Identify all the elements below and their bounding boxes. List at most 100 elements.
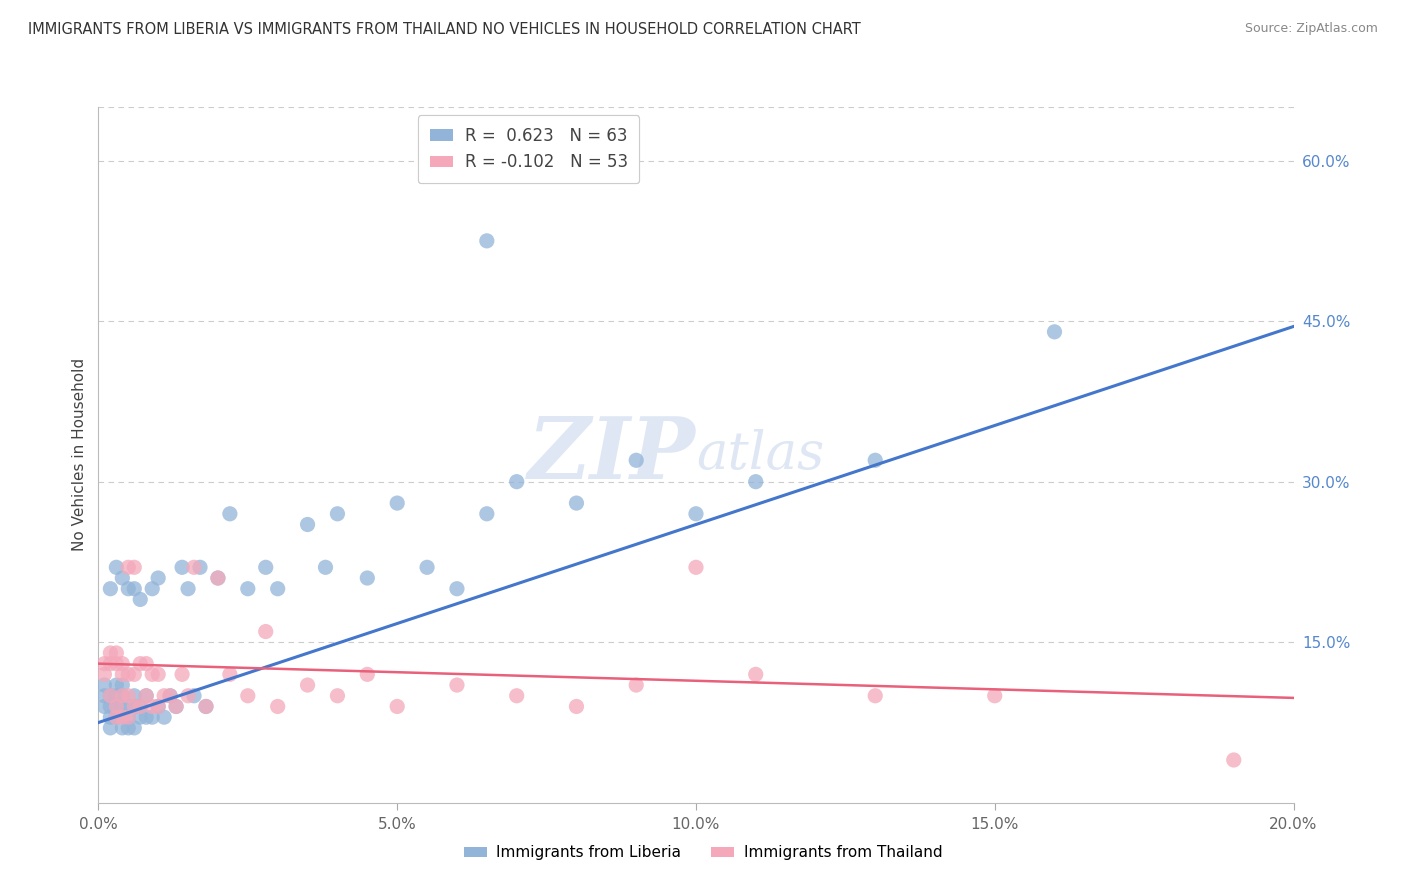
Point	[100, 710, 122, 724]
Point	[315, 560, 337, 574]
Point	[117, 710, 139, 724]
Point	[183, 560, 205, 574]
Point	[105, 678, 128, 692]
Point	[416, 560, 439, 574]
Text: atlas: atlas	[696, 429, 824, 481]
Point	[177, 582, 200, 596]
Point	[1223, 753, 1246, 767]
Point	[124, 721, 146, 735]
Point	[172, 560, 194, 574]
Point	[236, 582, 259, 596]
Point	[236, 689, 259, 703]
Point	[326, 689, 349, 703]
Point	[356, 667, 378, 681]
Point	[124, 582, 146, 596]
Point	[141, 667, 163, 681]
Point	[100, 721, 122, 735]
Text: Source: ZipAtlas.com: Source: ZipAtlas.com	[1244, 22, 1378, 36]
Point	[148, 667, 170, 681]
Point	[297, 678, 319, 692]
Point	[475, 507, 498, 521]
Point	[385, 496, 409, 510]
Point	[159, 689, 181, 703]
Point	[984, 689, 1007, 703]
Point	[165, 699, 187, 714]
Point	[111, 699, 134, 714]
Point	[195, 699, 218, 714]
Point	[159, 689, 181, 703]
Point	[93, 689, 115, 703]
Point	[135, 689, 157, 703]
Point	[105, 657, 128, 671]
Point	[267, 699, 290, 714]
Point	[141, 582, 163, 596]
Point	[93, 678, 115, 692]
Point	[626, 453, 648, 467]
Point	[105, 689, 128, 703]
Point	[124, 667, 146, 681]
Point	[195, 699, 218, 714]
Point	[105, 699, 128, 714]
Point	[188, 560, 211, 574]
Point	[111, 689, 134, 703]
Point	[124, 699, 146, 714]
Point	[135, 689, 157, 703]
Point	[446, 582, 468, 596]
Point	[219, 667, 242, 681]
Point	[1043, 325, 1066, 339]
Point	[117, 721, 139, 735]
Point	[124, 699, 146, 714]
Point	[865, 689, 887, 703]
Point	[326, 507, 349, 521]
Point	[745, 475, 768, 489]
Point	[506, 475, 529, 489]
Point	[475, 234, 498, 248]
Point	[153, 710, 176, 724]
Point	[117, 699, 139, 714]
Y-axis label: No Vehicles in Household: No Vehicles in Household	[72, 359, 87, 551]
Point	[111, 689, 134, 703]
Point	[100, 646, 122, 660]
Point	[267, 582, 290, 596]
Point	[172, 667, 194, 681]
Point	[135, 657, 157, 671]
Point	[153, 689, 176, 703]
Point	[129, 592, 152, 607]
Point	[135, 710, 157, 724]
Point	[356, 571, 378, 585]
Point	[148, 571, 170, 585]
Point	[865, 453, 887, 467]
Point	[105, 699, 128, 714]
Point	[207, 571, 229, 585]
Point	[141, 699, 163, 714]
Point	[111, 657, 134, 671]
Point	[129, 710, 152, 724]
Point	[117, 710, 139, 724]
Point	[565, 496, 588, 510]
Point	[111, 667, 134, 681]
Point	[105, 710, 128, 724]
Point	[297, 517, 319, 532]
Point	[117, 667, 139, 681]
Point	[141, 710, 163, 724]
Point	[105, 560, 128, 574]
Point	[177, 689, 200, 703]
Point	[446, 678, 468, 692]
Point	[745, 667, 768, 681]
Point	[129, 699, 152, 714]
Point	[565, 699, 588, 714]
Point	[117, 689, 139, 703]
Point	[100, 689, 122, 703]
Point	[105, 646, 128, 660]
Point	[111, 678, 134, 692]
Point	[685, 507, 707, 521]
Point	[148, 699, 170, 714]
Point	[124, 560, 146, 574]
Point	[626, 678, 648, 692]
Point	[93, 657, 115, 671]
Point	[129, 657, 152, 671]
Point	[385, 699, 409, 714]
Point	[124, 689, 146, 703]
Text: IMMIGRANTS FROM LIBERIA VS IMMIGRANTS FROM THAILAND NO VEHICLES IN HOUSEHOLD COR: IMMIGRANTS FROM LIBERIA VS IMMIGRANTS FR…	[28, 22, 860, 37]
Point	[105, 710, 128, 724]
